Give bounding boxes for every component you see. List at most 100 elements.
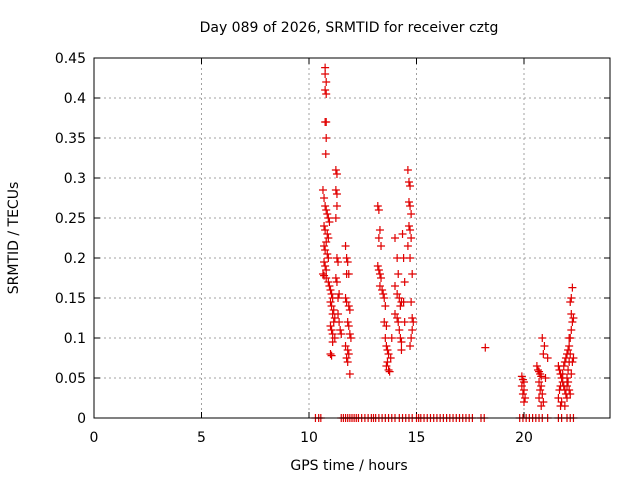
data-point — [536, 386, 545, 394]
data-point — [382, 322, 391, 330]
data-point — [374, 206, 383, 214]
data-point — [517, 382, 526, 390]
data-point — [327, 351, 336, 360]
data-point — [391, 282, 399, 290]
x-tick-label: 20 — [515, 430, 533, 446]
data-point — [568, 358, 577, 366]
data-point — [567, 294, 576, 302]
data-point — [382, 342, 391, 350]
data-point — [327, 302, 336, 310]
y-tick-label: 0.25 — [55, 211, 86, 227]
data-point — [375, 270, 384, 278]
data-point — [538, 334, 547, 342]
data-point — [343, 346, 352, 354]
data-point — [537, 402, 546, 410]
y-tick-label: 0.15 — [55, 291, 86, 307]
data-point — [406, 254, 415, 262]
data-point — [567, 310, 576, 318]
data-point — [391, 310, 399, 318]
data-point — [539, 350, 548, 358]
data-point — [326, 350, 335, 358]
data-point — [565, 386, 574, 394]
data-point — [322, 206, 331, 214]
data-point — [391, 234, 399, 242]
data-point — [406, 202, 415, 210]
x-tick-label: 15 — [408, 430, 426, 446]
chart-title: Day 089 of 2026, SRMTID for receiver czt… — [200, 20, 499, 36]
y-tick-label: 0.1 — [64, 331, 86, 347]
data-point — [532, 362, 541, 370]
data-point — [384, 350, 393, 358]
data-point — [343, 318, 352, 326]
data-point — [374, 266, 383, 274]
data-point — [335, 290, 344, 298]
data-point — [398, 230, 407, 238]
data-point — [568, 283, 577, 292]
data-point — [331, 186, 340, 194]
data-point — [320, 242, 329, 250]
data-point — [569, 354, 578, 362]
data-point — [325, 218, 334, 226]
data-point — [328, 330, 337, 338]
data-point — [341, 342, 350, 350]
data-point — [321, 202, 330, 210]
data-point — [322, 90, 331, 98]
data-point — [399, 298, 408, 306]
plot-frame — [93, 57, 611, 419]
data-point — [328, 338, 337, 346]
data-point — [325, 282, 334, 290]
data-point — [332, 190, 341, 198]
data-point — [343, 258, 352, 266]
data-point — [409, 318, 418, 326]
data-point — [342, 298, 351, 306]
y-tick-label: 0 — [77, 411, 86, 427]
x-axis-label: GPS time / hours — [290, 458, 407, 474]
data-point — [326, 286, 335, 294]
tick-labels: 0 5 10 15 20 0 0.05 0.1 0.15 0.2 0.25 0.3 0.35 0.4 0.4… — [55, 51, 533, 446]
data-point — [322, 238, 331, 246]
data-point — [331, 274, 340, 282]
data-point — [336, 326, 345, 334]
data-point — [323, 250, 332, 258]
data-point — [521, 394, 530, 402]
data-point — [320, 258, 329, 266]
data-point — [566, 390, 575, 398]
data-point — [331, 166, 340, 174]
x-tick-label: 5 — [197, 430, 206, 446]
data-point — [540, 342, 549, 350]
data-point — [323, 210, 332, 218]
data-point — [323, 230, 332, 238]
data-point — [568, 318, 577, 326]
grid — [94, 58, 610, 418]
data-point — [567, 370, 576, 378]
data-point — [555, 386, 564, 394]
data-point — [344, 322, 353, 330]
data-point — [342, 254, 351, 262]
data-point — [394, 270, 403, 278]
data-point — [379, 290, 388, 298]
data-point — [408, 326, 417, 334]
data-point — [387, 334, 396, 342]
data-point — [406, 226, 415, 234]
data-point — [374, 234, 383, 242]
data-point — [332, 170, 341, 178]
data-point — [375, 226, 384, 234]
x-tick-label: 0 — [90, 430, 99, 446]
data-point — [535, 378, 544, 386]
data-point — [558, 370, 567, 378]
data-point — [569, 314, 578, 322]
data-point — [321, 246, 330, 254]
data-point — [560, 402, 569, 410]
data-point — [324, 278, 333, 286]
data-point — [327, 326, 336, 334]
data-point — [324, 214, 333, 222]
axis-ticks — [93, 57, 610, 419]
data-point — [344, 350, 353, 358]
data-point — [377, 242, 386, 250]
y-tick-label: 0.2 — [64, 251, 86, 267]
data-point — [320, 194, 329, 202]
data-point — [406, 182, 415, 190]
data-point — [407, 334, 416, 342]
data-point — [564, 378, 573, 386]
